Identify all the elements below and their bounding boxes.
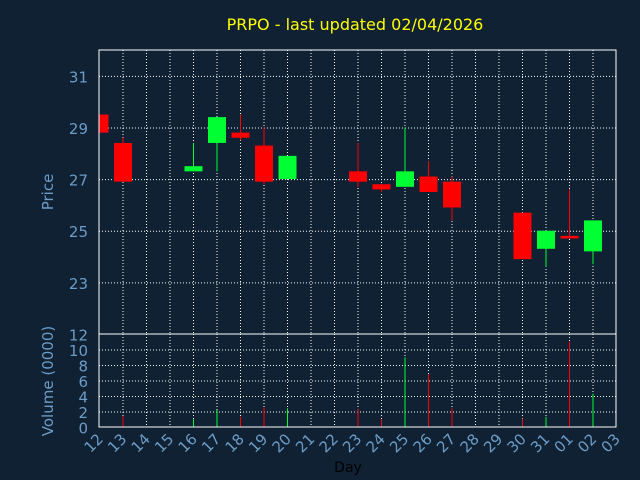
candle-body	[184, 166, 203, 172]
volume-tick-label: 10	[69, 342, 88, 360]
volume-series	[122, 341, 594, 427]
candle-body	[208, 117, 226, 143]
candle-body	[419, 176, 438, 192]
candle-body	[396, 171, 414, 187]
price-tick-label: 31	[69, 68, 88, 86]
x-axis-label: Day	[334, 460, 362, 476]
day-axis-ticks: 1213141516171819202122232425262728293031…	[81, 430, 624, 456]
price-tick-label: 25	[69, 223, 88, 241]
candle-body	[584, 220, 602, 252]
price-axis-ticks: 31 29 27 25 23	[69, 68, 88, 293]
volume-tick-label: 6	[78, 373, 88, 391]
chart-title: PRPO - last updated 02/04/2026	[227, 15, 484, 34]
candle-body	[349, 171, 367, 182]
candle-body	[560, 235, 579, 239]
candle-body	[114, 142, 132, 182]
price-tick-label: 29	[69, 120, 88, 138]
candle-body	[231, 132, 250, 138]
price-tick-label: 27	[69, 172, 88, 190]
price-tick-label: 23	[69, 275, 88, 293]
candle-series	[99, 114, 602, 267]
candle-body	[443, 181, 461, 208]
price-panel-grid	[99, 50, 616, 334]
candle-body	[278, 155, 297, 180]
volume-tick-label: 4	[78, 389, 88, 407]
volume-panel-frame	[98, 333, 617, 428]
volume-tick-label: 2	[78, 404, 88, 422]
volume-axis-label: Volume (0000)	[39, 326, 57, 436]
candle-body	[513, 212, 532, 260]
candle-body	[372, 184, 391, 190]
price-axis-label: Price	[39, 174, 57, 211]
candle-body	[537, 230, 555, 249]
candle-body	[99, 114, 109, 133]
candle-body	[255, 145, 273, 182]
volume-tick-label: 12	[69, 327, 88, 345]
volume-tick-label: 8	[78, 358, 88, 376]
volume-tick-label: 0	[78, 420, 88, 438]
